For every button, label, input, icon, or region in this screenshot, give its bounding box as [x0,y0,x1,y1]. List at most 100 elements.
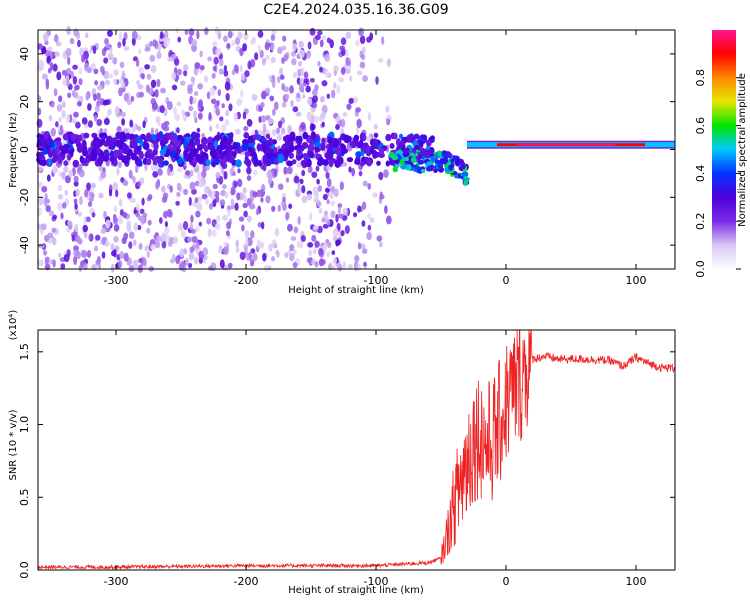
noise-blob [313,115,319,123]
noise-blob [315,165,320,172]
noise-blob [138,66,144,74]
noise-blob [179,80,186,86]
noise-blob [78,163,83,173]
noise-blob [223,35,228,43]
noise-blob [73,255,78,266]
band-blob [134,155,139,163]
transition-blob [395,150,402,155]
band-blob [334,159,341,169]
noise-blob [265,195,271,204]
noise-blob [161,185,166,193]
noise-blob [65,67,72,75]
noise-blob [164,120,170,126]
noise-blob [309,27,316,36]
noise-blob [135,58,140,67]
noise-blob [176,182,182,191]
noise-blob [277,120,283,129]
band-blob [378,147,385,155]
noise-blob [218,68,225,75]
noise-blob [130,95,135,102]
noise-blob [296,77,301,85]
noise-blob [243,32,249,41]
noise-blob [194,62,201,70]
noise-blob [65,47,72,57]
noise-blob [249,204,256,210]
snr-series-line [37,329,675,571]
band-blob [103,149,110,157]
noise-blob [226,221,232,230]
noise-blob [45,204,51,213]
noise-blob [182,220,189,231]
band-blob [145,133,152,142]
noise-blob [277,204,281,212]
noise-blob [281,101,287,108]
band-blob [151,156,159,162]
noise-blob [215,108,221,117]
noise-blob [199,50,203,58]
noise-blob [316,200,322,207]
noise-blob [53,51,60,57]
noise-blob [132,175,136,184]
snr-panel: -300 -200 -100 0 100 0.0 0.5 1.0 1.5 Height of … [8,310,676,596]
noise-blob [256,239,261,248]
noise-blob [261,90,267,100]
noise-blob [260,115,267,123]
noise-blob [107,73,114,79]
noise-blob [196,202,203,212]
band-blob [47,158,52,166]
noise-blob [333,82,337,89]
noise-blob [96,84,103,91]
noise-blob [274,227,280,237]
noise-blob [87,103,92,111]
noise-blob [383,169,389,178]
noise-blob [113,235,119,243]
noise-blob [203,255,208,261]
band-blob [97,155,104,165]
band-blob [103,140,109,147]
transition-blob [424,151,430,159]
noise-blob [197,112,203,120]
snr-x-tick-label: -200 [234,575,259,588]
noise-blob [385,105,390,113]
transition-blob [414,164,419,171]
noise-blob [204,186,211,194]
band-blob [297,135,303,144]
noise-blob [361,220,366,227]
band-blob [121,155,128,164]
noise-blob [312,94,318,104]
spectrogram-x-tick-label: -200 [234,274,259,287]
noise-blob [188,251,194,261]
noise-blob [166,208,173,218]
band-blob [247,135,254,144]
noise-blob [78,67,83,75]
band-blob [389,142,395,149]
noise-blob [160,87,166,94]
noise-blob [146,73,152,80]
noise-blob [166,100,173,111]
noise-blob [78,78,83,86]
band-blob [109,156,115,162]
noise-blob [156,235,162,242]
noise-blob [92,45,97,54]
noise-blob [366,231,372,241]
noise-blob [251,248,256,254]
noise-blob [237,168,241,174]
noise-blob [355,107,362,113]
noise-blob [338,77,345,83]
noise-blob [136,125,142,132]
band-blob [286,160,294,167]
noise-blob [369,32,374,41]
band-blob [91,132,98,138]
band-blob [317,156,325,166]
band-blob [119,133,127,142]
noise-blob [209,87,216,96]
band-blob [157,157,163,164]
noise-blob [237,31,243,40]
spectrogram-x-tick-label: -100 [364,274,389,287]
noise-blob [321,217,327,223]
band-blob [257,159,262,167]
band-blob [72,159,80,168]
noise-blob [297,68,302,77]
noise-blob [222,214,228,222]
band-blob [76,145,84,153]
